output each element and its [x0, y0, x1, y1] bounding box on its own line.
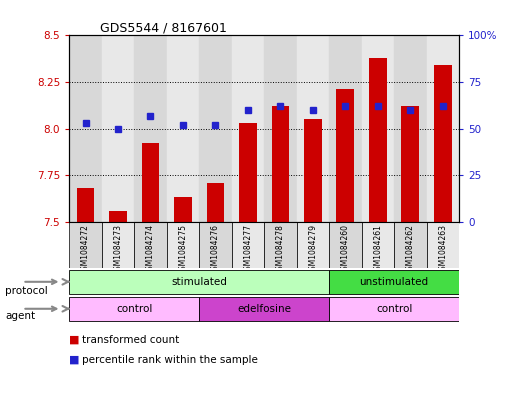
Text: ■: ■ [69, 335, 80, 345]
Text: GSM1084278: GSM1084278 [276, 224, 285, 275]
Bar [134, 222, 167, 268]
Text: GSM1084272: GSM1084272 [81, 224, 90, 275]
Bar [329, 35, 362, 222]
Bar [76, 188, 94, 222]
Bar [394, 35, 427, 222]
Bar [427, 222, 459, 268]
Bar [402, 106, 419, 222]
Bar [329, 222, 362, 268]
Bar [102, 35, 134, 222]
Bar [232, 35, 264, 222]
Bar [239, 123, 257, 222]
Bar [297, 222, 329, 268]
Bar [297, 35, 329, 222]
Bar [271, 106, 289, 222]
Bar [362, 222, 394, 268]
Bar [167, 222, 199, 268]
Text: ■: ■ [69, 354, 80, 365]
Bar [134, 35, 167, 222]
Text: GSM1084276: GSM1084276 [211, 224, 220, 275]
Bar [69, 35, 102, 222]
Bar [427, 35, 459, 222]
Bar [232, 222, 264, 268]
Text: GSM1084277: GSM1084277 [244, 224, 252, 275]
Bar [69, 270, 329, 294]
Text: unstimulated: unstimulated [360, 277, 429, 287]
Text: percentile rank within the sample: percentile rank within the sample [82, 354, 258, 365]
Bar [264, 35, 297, 222]
Bar [174, 198, 192, 222]
Bar [109, 211, 127, 222]
Text: agent: agent [5, 311, 35, 321]
Text: GSM1084273: GSM1084273 [113, 224, 123, 275]
Text: transformed count: transformed count [82, 335, 180, 345]
Text: GSM1084260: GSM1084260 [341, 224, 350, 275]
Bar [394, 222, 427, 268]
Bar [264, 222, 297, 268]
Bar [369, 58, 387, 222]
Text: GDS5544 / 8167601: GDS5544 / 8167601 [101, 21, 227, 34]
Text: control: control [116, 304, 152, 314]
Text: GSM1084263: GSM1084263 [439, 224, 447, 275]
Bar [69, 297, 199, 321]
Bar [167, 35, 199, 222]
Bar [69, 222, 102, 268]
Bar [199, 35, 232, 222]
Text: control: control [376, 304, 412, 314]
Bar [337, 90, 354, 222]
Text: GSM1084279: GSM1084279 [308, 224, 318, 275]
Text: GSM1084261: GSM1084261 [373, 224, 382, 275]
Bar [199, 222, 232, 268]
Bar [142, 143, 160, 222]
Bar [102, 222, 134, 268]
Text: GSM1084275: GSM1084275 [179, 224, 187, 275]
Bar [434, 65, 452, 222]
Text: stimulated: stimulated [171, 277, 227, 287]
Bar [304, 119, 322, 222]
Bar [207, 183, 224, 222]
Text: GSM1084274: GSM1084274 [146, 224, 155, 275]
Bar [362, 35, 394, 222]
Text: protocol: protocol [5, 286, 48, 296]
Text: GSM1084262: GSM1084262 [406, 224, 415, 275]
Bar [199, 297, 329, 321]
Bar [329, 297, 459, 321]
Text: edelfosine: edelfosine [237, 304, 291, 314]
Bar [329, 270, 459, 294]
